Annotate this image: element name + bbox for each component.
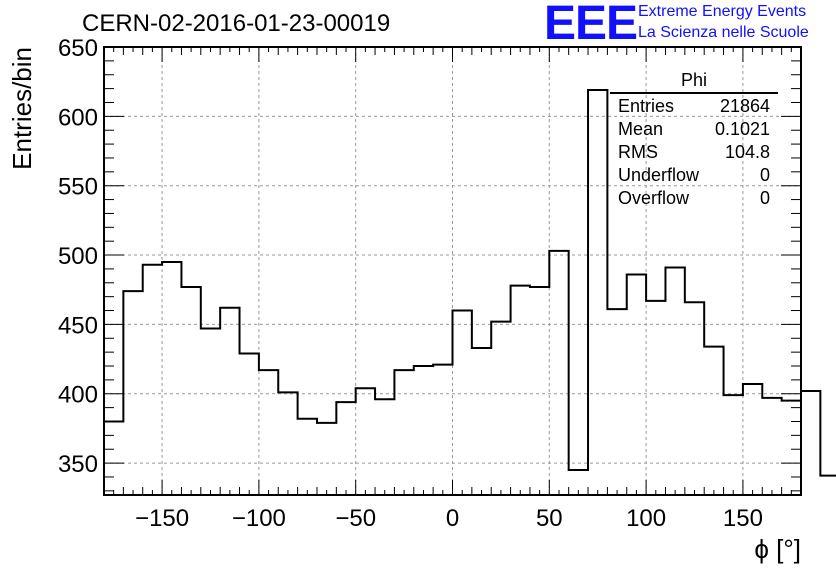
x-tick-label: 0 [446, 505, 459, 532]
stats-box: Phi Entries 21864 Mean 0.1021 RMS 104.8 … [610, 70, 778, 210]
y-tick-label: 500 [58, 243, 98, 270]
x-axis-label: ϕ [°] [754, 534, 801, 564]
y-tick-label: 450 [58, 312, 98, 339]
stats-value: 104.8 [724, 142, 770, 162]
stats-label: Mean [618, 119, 664, 139]
stats-label: Underflow [618, 165, 700, 185]
stats-row-overflow: Overflow 0 [610, 187, 778, 210]
stats-value: 0 [759, 165, 770, 185]
y-axis-label: Entries/bin [7, 47, 37, 170]
stats-value: 21864 [719, 96, 770, 116]
stats-value: 0.1021 [714, 119, 770, 139]
x-tick-label: −150 [135, 505, 189, 532]
logo-line-extreme-energy-events: Extreme Energy Events [638, 3, 807, 20]
stats-row-rms: RMS 104.8 [610, 141, 778, 164]
x-tick-label: 50 [536, 505, 563, 532]
stats-title: Phi [610, 70, 778, 94]
x-tick-label: −100 [232, 505, 286, 532]
stats-value: 0 [759, 188, 770, 208]
histogram-series-line [104, 88, 836, 477]
eee-logo: EEE [544, 0, 638, 50]
y-tick-labels: 350 400 450 500 550 600 650 [58, 35, 98, 478]
y-tick-label: 400 [58, 382, 98, 409]
y-tick-label: 600 [58, 104, 98, 131]
y-tick-label: 550 [58, 174, 98, 201]
y-tick-label: 350 [58, 451, 98, 478]
axis-ticks [104, 46, 801, 495]
x-tick-label: 150 [723, 505, 763, 532]
logo-line-scienza-scuole: La Scienza nelle Scuole [638, 24, 809, 41]
y-tick-label: 650 [58, 35, 98, 62]
stats-label: Overflow [618, 188, 690, 208]
x-tick-labels: −150 −100 −50 0 50 100 150 [135, 505, 763, 532]
stats-row-mean: Mean 0.1021 [610, 118, 778, 141]
x-tick-label: 100 [626, 505, 666, 532]
stats-row-underflow: Underflow 0 [610, 164, 778, 187]
chart-title: CERN-02-2016-01-23-00019 [82, 10, 391, 37]
stats-row-entries: Entries 21864 [610, 95, 778, 118]
stats-label: RMS [618, 142, 658, 162]
x-tick-label: −50 [335, 505, 376, 532]
stats-label: Entries [618, 96, 675, 116]
